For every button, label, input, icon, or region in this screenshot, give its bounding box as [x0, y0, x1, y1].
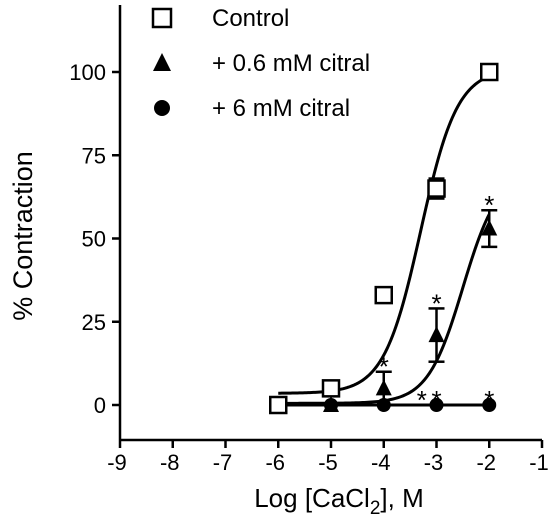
- x-tick-label: -8: [160, 450, 180, 475]
- y-tick-label: 75: [82, 143, 106, 168]
- data-point: [482, 398, 497, 412]
- legend-label: Control: [212, 5, 289, 32]
- y-tick-label: 0: [94, 393, 106, 418]
- data-point: [323, 396, 339, 412]
- data-point: [427, 179, 446, 198]
- data-point: [269, 395, 288, 415]
- y-tick-label: 50: [82, 227, 106, 252]
- y-tick-label: 25: [82, 310, 106, 335]
- legend-label: + 0.6 mM citral: [212, 50, 370, 77]
- x-tick-label: -1: [529, 450, 549, 475]
- data-point: [374, 285, 393, 305]
- legend-marker: [151, 7, 173, 29]
- significance-marks: **** * *: [379, 190, 495, 415]
- y-axis-label: % Contraction: [8, 151, 38, 321]
- significance-asterisk: *: [431, 288, 441, 318]
- x-tick-label: -9: [107, 450, 127, 475]
- y-axis: 0 25 50 75 100: [69, 5, 122, 440]
- data-point: [376, 398, 391, 412]
- x-axis-label-subscript: 2: [370, 498, 381, 519]
- x-tick-label: -6: [265, 450, 285, 475]
- x-axis-label-suffix: ], M: [380, 483, 423, 513]
- legend: Control + 0.6 mM citral + 6 mM citral: [151, 5, 370, 122]
- x-tick-label: -3: [424, 450, 444, 475]
- legend-marker: [153, 53, 171, 71]
- x-tick-label: -7: [213, 450, 233, 475]
- data-point: [375, 379, 392, 396]
- significance-asterisk: *: [484, 190, 494, 220]
- y-tick-label: 100: [69, 60, 106, 85]
- data-point: [480, 62, 499, 82]
- x-axis-label-main: Log [CaCl: [254, 483, 370, 513]
- x-tick-label: -2: [476, 450, 496, 475]
- legend-label: + 6 mM citral: [212, 95, 350, 122]
- x-tick-label: -4: [371, 450, 391, 475]
- significance-asterisk: *: [431, 385, 441, 415]
- data-point: [481, 219, 498, 236]
- significance-asterisk: *: [484, 385, 494, 415]
- data-point: [429, 398, 444, 412]
- data-points: [269, 62, 499, 415]
- significance-asterisk: *: [417, 385, 427, 415]
- data-point: [428, 326, 445, 343]
- x-axis: -9 -8 -7 -6 -5 -4 -3 -2 -1: [107, 438, 549, 475]
- significance-asterisk: *: [379, 352, 389, 382]
- x-axis-label: Log [CaCl2], M: [254, 483, 424, 519]
- data-point: [321, 379, 341, 398]
- fit-curve: [278, 74, 490, 395]
- x-tick-label: -5: [318, 450, 338, 475]
- legend-marker: [154, 100, 170, 116]
